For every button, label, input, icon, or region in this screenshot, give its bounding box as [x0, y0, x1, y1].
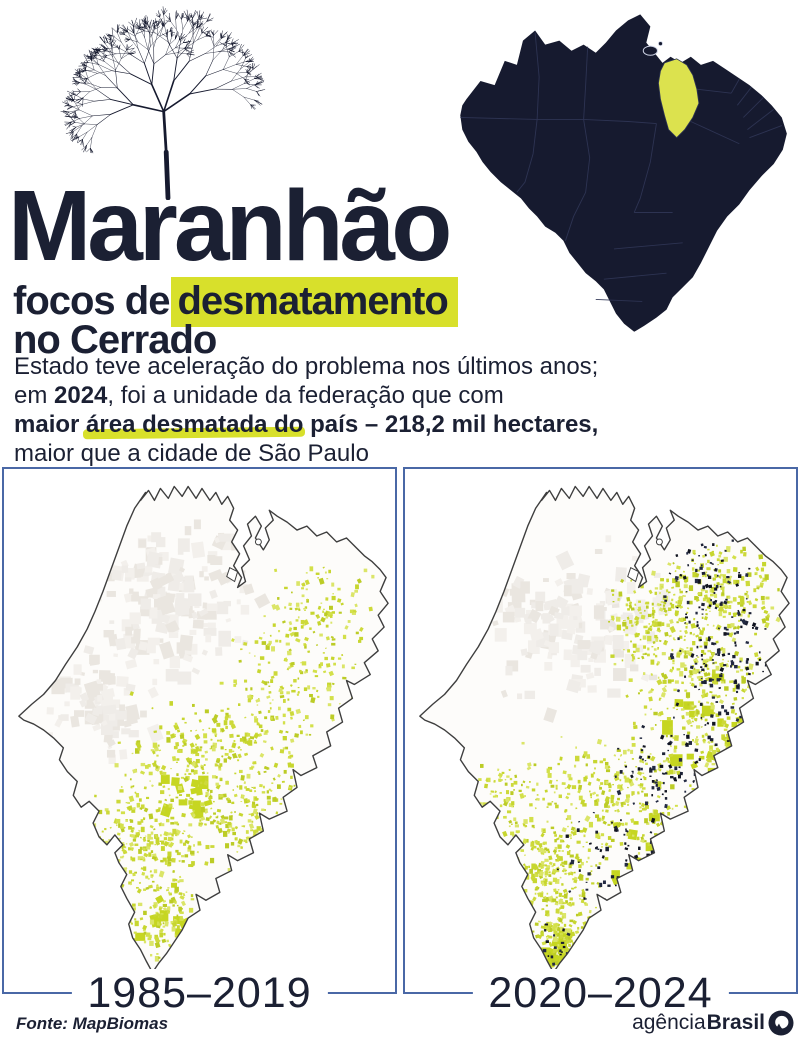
logo-text-bold: Brasil [706, 1011, 765, 1034]
agencia-brasil-icon [768, 1010, 794, 1036]
maranhao-state-highlight [658, 58, 700, 139]
paragraph-line1: Estado teve aceleração do problema nos ú… [14, 353, 599, 380]
paragraph-line4: maior que a cidade de São Paulo [14, 440, 369, 467]
period-label-right: 2020–2024 [472, 969, 729, 1018]
highlighted-word: desmatamento [171, 277, 458, 327]
map-panel-2020-2024: 2020–2024 [403, 467, 798, 1018]
period-label-left: 1985–2019 [71, 969, 328, 1018]
logo-text-regular: agência [632, 1011, 706, 1034]
maranhao-map-1985-2019 [18, 485, 389, 974]
paragraph-line3-prefix: maior [14, 411, 87, 438]
page-title: Maranhão [8, 170, 452, 282]
subtitle-line2: no Cerrado [13, 318, 217, 362]
paragraph-line3-suffix: país – 218,2 mil hectares, [303, 411, 599, 438]
source-credit: Fonte: MapBiomas [16, 1014, 169, 1033]
brazil-locator-map [460, 14, 787, 332]
marker-underlined-text: área desmatada do [86, 411, 304, 438]
agencia-brasil-logo: agência Brasil [632, 1009, 795, 1037]
paragraph-year-bold: 2024 [54, 382, 108, 409]
maranhao-map-2020-2024 [419, 485, 790, 974]
map-panel-1985-2019: 1985–2019 [2, 467, 397, 1018]
subtitle-line1: focos de desmatamento [13, 277, 458, 327]
cerrado-tree-illustration [60, 6, 266, 200]
subtitle-prefix: focos de [13, 279, 170, 323]
paragraph-line2-suffix: , foi a unidade da federação que com [107, 382, 504, 409]
paragraph-line2-prefix: em [14, 382, 55, 409]
intro-paragraph: Estado teve aceleração do problema nos ú… [14, 352, 598, 468]
